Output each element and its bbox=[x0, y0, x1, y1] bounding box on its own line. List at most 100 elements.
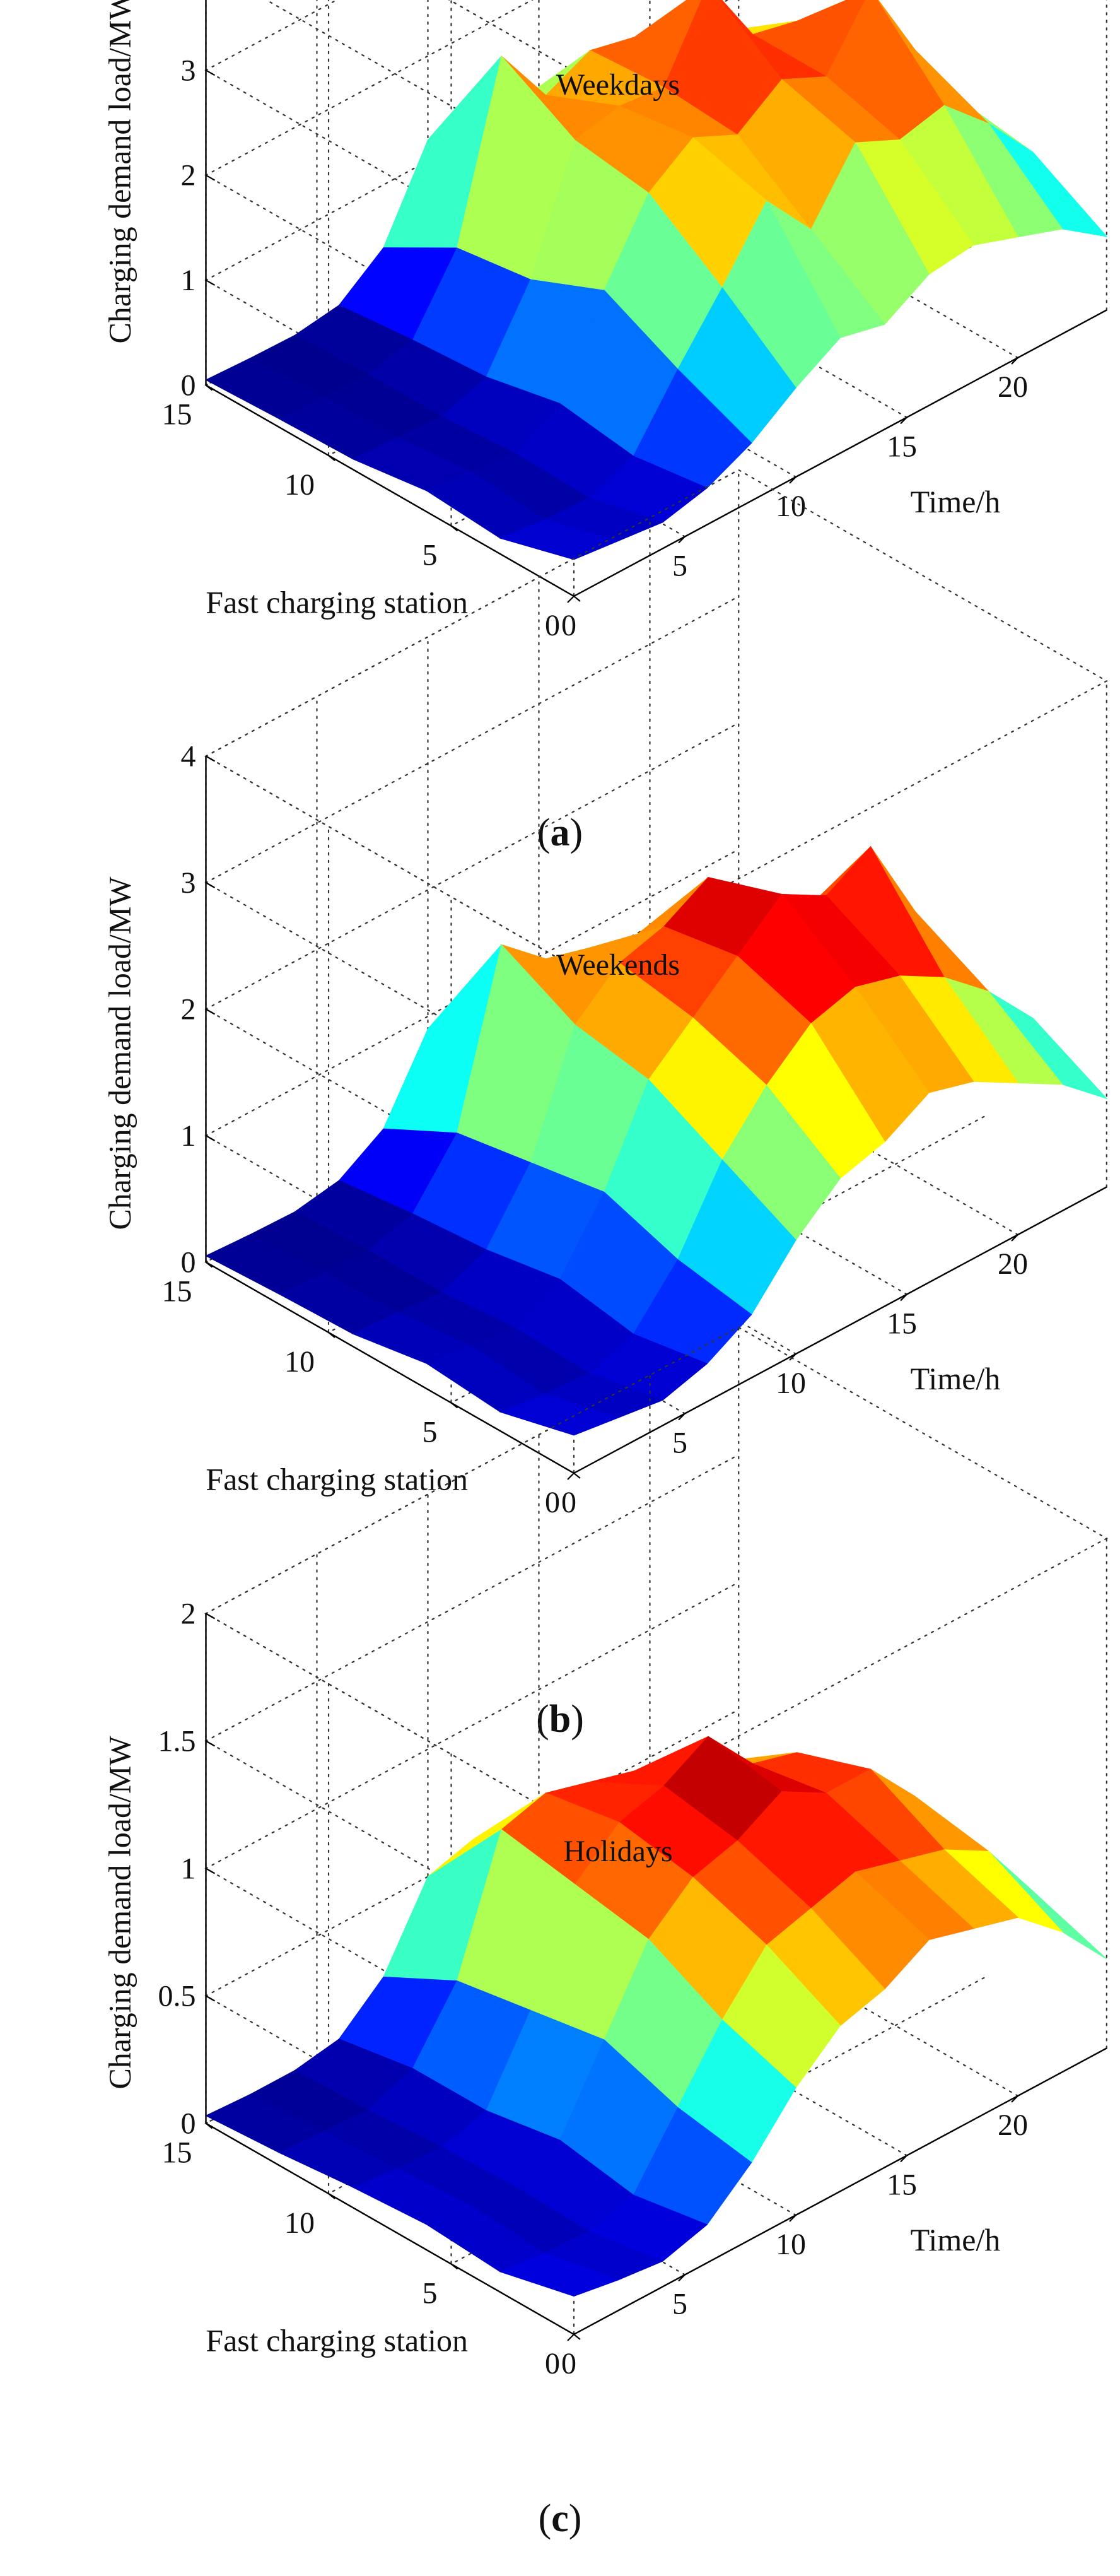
load-axis-label: Charging demand load/MW bbox=[102, 1736, 137, 2090]
time-tick-mark bbox=[678, 2274, 685, 2282]
station-tick-label: 15 bbox=[162, 398, 192, 432]
station-tick-mark bbox=[328, 455, 335, 461]
time-tick-mark bbox=[789, 476, 796, 484]
surface bbox=[205, 845, 1108, 1436]
station-tick-mark bbox=[450, 525, 458, 532]
caption-letter: a bbox=[551, 811, 570, 854]
time-tick-mark bbox=[567, 2334, 575, 2341]
time-axis-label: Time/h bbox=[911, 1361, 1001, 1396]
time-tick-mark bbox=[789, 2214, 796, 2222]
load-tick-label: 4 bbox=[181, 740, 196, 773]
caption-paren-open: ( bbox=[539, 2497, 552, 2540]
load-tick-mark bbox=[205, 279, 216, 286]
surface-patch bbox=[499, 519, 620, 560]
station-tick-label: 15 bbox=[162, 2136, 192, 2170]
load-tick-mark bbox=[205, 384, 216, 391]
station-tick-mark bbox=[573, 2334, 581, 2340]
load-tick-label: 0 bbox=[181, 2107, 196, 2141]
time-tick-label: 15 bbox=[887, 1307, 917, 1341]
time-tick-mark bbox=[900, 1293, 907, 1302]
surface bbox=[205, 1736, 1107, 2297]
station-tick-mark bbox=[328, 2193, 335, 2199]
time-tick-mark bbox=[1011, 1234, 1018, 1242]
time-tick-mark bbox=[1011, 2095, 1018, 2103]
caption-letter: b bbox=[549, 1698, 571, 1741]
time-tick-label: 5 bbox=[672, 1426, 687, 1460]
time-tick-mark bbox=[900, 416, 907, 425]
time-tick-mark bbox=[1011, 357, 1018, 365]
panel-caption: (c) bbox=[539, 2497, 582, 2540]
station-tick-label: 10 bbox=[284, 1345, 315, 1379]
caption-paren-close: ) bbox=[569, 2497, 582, 2540]
load-tick-mark bbox=[205, 1613, 216, 1620]
station-tick-label: 0 bbox=[545, 609, 560, 642]
load-tick-label: 1.5 bbox=[158, 1725, 196, 1758]
load-tick-label: 3 bbox=[181, 54, 196, 87]
caption-paren-close: ) bbox=[571, 1698, 584, 1741]
panel-caption: (b) bbox=[536, 1698, 584, 1741]
chart-title: Weekdays bbox=[556, 68, 680, 102]
caption-paren-open: ( bbox=[537, 811, 551, 854]
time-tick-label: 0 bbox=[561, 609, 576, 642]
load-tick-mark bbox=[205, 1995, 216, 2002]
load-tick-label: 0.5 bbox=[158, 1980, 196, 2013]
station-tick-mark bbox=[450, 1402, 458, 1409]
time-tick-mark bbox=[678, 536, 685, 544]
station-tick-label: 5 bbox=[423, 2277, 438, 2310]
time-tick-label: 5 bbox=[672, 2288, 687, 2321]
chart-title: Weekends bbox=[556, 948, 680, 982]
station-axis-label: Fast charging station bbox=[206, 584, 468, 620]
time-tick-mark bbox=[567, 1473, 575, 1480]
station-tick-label: 0 bbox=[545, 1486, 560, 1519]
station-axis bbox=[205, 2122, 575, 2336]
caption-paren-open: ( bbox=[536, 1698, 549, 1741]
load-tick-mark bbox=[205, 755, 216, 762]
station-tick-label: 10 bbox=[284, 2206, 315, 2240]
station-axis-label: Fast charging station bbox=[206, 2322, 468, 2358]
station-tick-label: 10 bbox=[284, 468, 315, 502]
load-axis-label: Charging demand load/MW bbox=[102, 0, 137, 344]
time-tick-label: 10 bbox=[776, 2228, 806, 2261]
box-top-edge bbox=[204, 469, 1109, 968]
station-tick-mark bbox=[450, 2263, 458, 2270]
load-tick-label: 1 bbox=[181, 1852, 196, 1886]
time-tick-label: 0 bbox=[561, 2347, 576, 2380]
station-tick-mark bbox=[573, 1473, 581, 1479]
load-tick-label: 2 bbox=[181, 159, 196, 192]
station-tick-mark bbox=[573, 596, 581, 602]
time-tick-label: 15 bbox=[887, 2168, 917, 2202]
load-tick-label: 0 bbox=[181, 1246, 196, 1279]
load-axis-label: Charging demand load/MW bbox=[102, 876, 137, 1230]
surface-patch bbox=[499, 1394, 620, 1436]
load-tick-label: 2 bbox=[181, 1597, 196, 1631]
caption-paren-close: ) bbox=[570, 811, 583, 854]
surface bbox=[205, 0, 1108, 560]
load-tick-mark bbox=[205, 1008, 216, 1015]
load-tick-label: 1 bbox=[181, 1119, 196, 1153]
time-tick-label: 0 bbox=[561, 1486, 576, 1519]
panel-caption: (a) bbox=[537, 811, 583, 854]
time-tick-label: 5 bbox=[672, 550, 687, 583]
load-tick-mark bbox=[205, 882, 216, 888]
station-tick-label: 5 bbox=[423, 539, 438, 572]
time-tick-label: 10 bbox=[776, 490, 806, 523]
station-tick-mark bbox=[328, 1332, 335, 1338]
load-tick-label: 1 bbox=[181, 264, 196, 297]
load-tick-mark bbox=[205, 1135, 216, 1141]
time-tick-label: 20 bbox=[998, 1247, 1028, 1281]
load-tick-mark bbox=[205, 1867, 216, 1874]
caption-letter: c bbox=[551, 2497, 569, 2540]
grid-line-y bbox=[327, 0, 862, 457]
time-tick-mark bbox=[900, 2155, 907, 2163]
station-tick-label: 5 bbox=[423, 1416, 438, 1449]
load-tick-label: 3 bbox=[181, 866, 196, 900]
time-tick-label: 15 bbox=[887, 430, 917, 464]
station-axis-label: Fast charging station bbox=[206, 1461, 468, 1497]
time-tick-mark bbox=[678, 1413, 685, 1421]
